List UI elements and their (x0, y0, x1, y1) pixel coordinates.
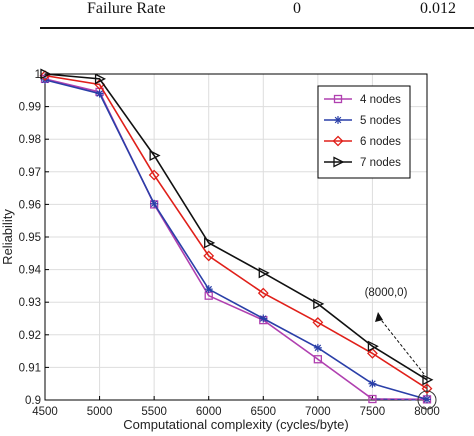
x-tick-label: 4500 (32, 406, 58, 418)
annotation-circle (417, 390, 437, 410)
legend-box (317, 85, 411, 179)
x-tick-label: 5500 (141, 406, 167, 418)
data-point (313, 355, 323, 364)
legend-entry: 7 nodes (324, 156, 401, 169)
data-point (40, 68, 52, 80)
data-point (368, 379, 377, 388)
annotation: (8000,0) (365, 287, 437, 410)
data-point (148, 169, 160, 181)
y-tick-label: 0.91 (19, 362, 41, 374)
data-point (367, 340, 379, 352)
legend-label: 6 nodes (360, 136, 401, 148)
legend-label: 5 nodes (360, 115, 401, 127)
series-1 (41, 75, 431, 404)
y-tick-label: 0.95 (19, 232, 41, 244)
data-point (422, 374, 434, 386)
data-point (149, 149, 161, 162)
series-3 (40, 68, 434, 386)
y-tick-label: 0.94 (19, 265, 42, 277)
table-value-2: 0.012 (420, 0, 456, 17)
annotation-label: (8000,0) (365, 287, 408, 299)
series-line (44, 73, 428, 381)
data-point (94, 73, 107, 85)
y-tick-label: 0.93 (19, 297, 41, 309)
data-point (203, 250, 215, 262)
data-point (367, 347, 378, 359)
legend-entry: 4 nodes (324, 94, 401, 106)
y-tick-label: 0.97 (19, 167, 41, 179)
data-point (204, 237, 216, 249)
x-tick-label: 8000 (414, 406, 440, 418)
legend-marker (333, 94, 343, 104)
data-point (258, 267, 270, 279)
legend-entry: 5 nodes (324, 115, 401, 127)
data-point (150, 199, 159, 208)
y-tick-label: 0.98 (19, 134, 41, 146)
legend-marker (332, 135, 344, 147)
legend-label: 7 nodes (360, 157, 401, 169)
data-point (259, 314, 268, 323)
series-2 (39, 70, 433, 395)
legend-entry: 6 nodes (324, 135, 401, 148)
data-point (313, 343, 322, 352)
reliability-line-chart: 4500 5000 5500 6000 6500 7000 7500 8000 0.9 0.91 0… (0, 68, 440, 432)
data-point (313, 298, 325, 310)
y-tick-label: 0.99 (19, 102, 41, 114)
table-bottom-rule (40, 27, 474, 29)
legend-marker (333, 156, 345, 168)
x-axis-label: Computational complexity (cycles/byte) (123, 417, 348, 432)
y-tick-label: 1 (35, 69, 41, 81)
axis-ticks: 4500 5000 5500 6000 6500 7000 7500 8000 0.9 0.91 0… (19, 69, 440, 418)
x-tick-label: 5000 (87, 406, 113, 418)
data-point (257, 287, 269, 299)
data-point (204, 285, 213, 294)
data-point (423, 395, 431, 404)
legend-marker (334, 116, 342, 124)
x-tick-label: 7000 (305, 406, 331, 418)
table-fragment: Failure Rate 0 0.012 (0, 0, 474, 60)
legend-label: 4 nodes (360, 94, 401, 106)
data-point (95, 89, 104, 98)
legend: 4 nodes 5 nodes 6 nodes 7 nodes (317, 85, 411, 179)
annotation-arrow (377, 315, 425, 375)
y-axis-label: Reliability (0, 209, 15, 265)
annotation-arrowhead (375, 312, 383, 322)
series-line (44, 74, 428, 390)
y-tick-label: 0.96 (19, 199, 41, 211)
series (39, 68, 434, 404)
y-tick-label: 0.92 (19, 330, 41, 342)
series-line (44, 79, 428, 401)
y-tick-label: 0.9 (25, 395, 41, 407)
table-row-label: Failure Rate (87, 0, 166, 17)
x-tick-label: 7500 (360, 406, 386, 418)
x-tick-label: 6500 (250, 406, 276, 418)
data-point (421, 383, 433, 395)
table-value-1: 0 (293, 0, 301, 17)
data-point (312, 316, 324, 328)
x-tick-label: 6000 (196, 406, 222, 418)
data-point (368, 394, 377, 404)
